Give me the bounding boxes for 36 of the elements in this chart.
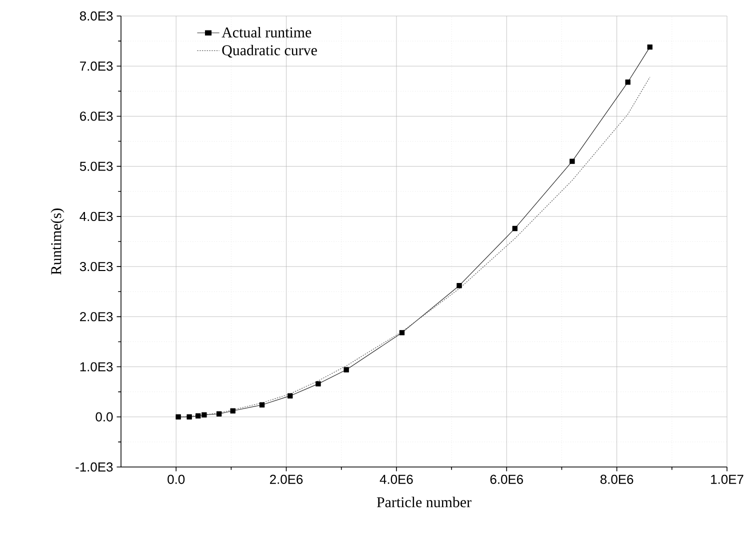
y-tick-label: 7.0E3 — [80, 62, 113, 71]
y-tick-label: 3.0E3 — [80, 262, 113, 272]
x-tick-label: 6.0E6 — [490, 474, 523, 484]
x-tick-label: 0.0 — [168, 474, 185, 484]
y-tick-label: 0.0 — [96, 412, 113, 422]
x-tick-label: 2.0E6 — [270, 474, 303, 484]
x-axis-title: Particle number — [376, 496, 472, 508]
point — [216, 411, 222, 416]
point — [230, 408, 236, 414]
y-tick-label: 1.0E3 — [80, 362, 113, 372]
point — [259, 402, 265, 408]
point — [647, 44, 652, 50]
y-tick-label: 8.0E3 — [80, 11, 113, 21]
y-tick-label: 2.0E3 — [80, 312, 113, 322]
point — [288, 393, 293, 398]
legend-label: Actual runtime — [222, 26, 312, 38]
point — [344, 367, 349, 372]
point — [186, 414, 192, 420]
point — [176, 414, 181, 420]
y-tick-label: 6.0E3 — [80, 112, 113, 121]
x-tick-label: 1.0E7 — [711, 474, 744, 484]
y-axis-title: Runtime(s) — [50, 208, 64, 275]
point — [456, 283, 462, 288]
x-tick-label: 4.0E6 — [380, 474, 413, 484]
point — [316, 381, 321, 386]
point — [399, 330, 405, 336]
legend-label: Quadratic curve — [222, 44, 317, 58]
point — [570, 158, 575, 164]
point — [196, 413, 201, 418]
point — [512, 226, 518, 232]
y-tick-label: 4.0E3 — [80, 212, 113, 222]
point — [625, 80, 630, 85]
point — [202, 412, 207, 418]
x-tick-label: 8.0E6 — [600, 474, 634, 484]
y-tick-label: -1.0E3 — [76, 462, 113, 472]
y-tick-label: 5.0E3 — [80, 162, 113, 171]
